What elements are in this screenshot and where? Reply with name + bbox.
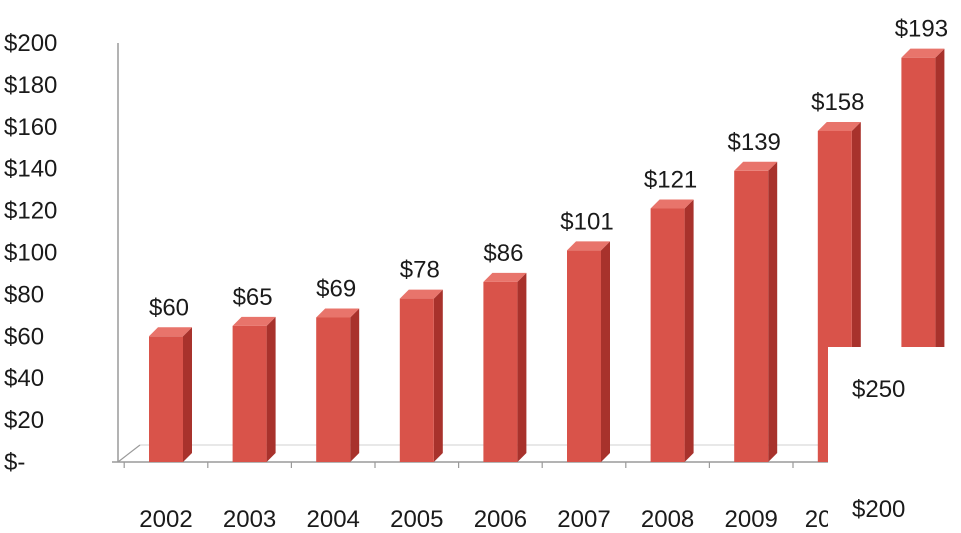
y-axis-tick-labels: $- $20 $40 $60 $80 $100 $120 $140 $160 $180 $200	[4, 30, 57, 476]
bar	[232, 316, 276, 462]
bar-data-label: $86	[483, 240, 523, 267]
x-tick-label: 20	[805, 506, 832, 533]
y-tick-label: $20	[4, 407, 44, 434]
bar-side-face	[601, 241, 610, 462]
data-labels: $60 $65 $69 $78 $86 $101 $121 $139 $158 $193	[149, 16, 948, 322]
y-tick-label: $160	[4, 114, 57, 141]
y-tick-label: $180	[4, 72, 57, 99]
bar-side-face	[684, 199, 694, 462]
bar-top-face	[399, 289, 443, 299]
bar-top-face	[650, 199, 694, 209]
bar-top-face	[232, 316, 276, 326]
bar	[483, 272, 527, 462]
x-tick-label: 2004	[307, 506, 360, 533]
floor-depth-edge	[117, 444, 141, 463]
bar	[567, 241, 610, 462]
y-tick-label: $200	[4, 30, 57, 57]
bar-data-label: $69	[316, 275, 356, 302]
overlay-label-bottom: $200	[852, 496, 906, 523]
bar-top-face	[316, 308, 360, 318]
overlay-label-top: $250	[852, 376, 906, 403]
bar-top-face	[149, 327, 192, 337]
bar-side-face	[350, 308, 360, 462]
bar-data-label: $139	[728, 129, 781, 156]
bar-front-face	[734, 170, 769, 463]
x-tick-label: 2002	[139, 506, 192, 533]
bar	[399, 289, 443, 462]
x-tick-label: 2003	[223, 506, 276, 533]
y-tick-label: $100	[4, 240, 57, 267]
bar-data-label: $60	[149, 294, 189, 321]
y-tick-label: $-	[4, 449, 25, 476]
bar-side-face	[266, 316, 276, 462]
bar-data-label: $158	[811, 89, 864, 116]
bar-front-face	[567, 250, 601, 462]
bar-data-label: $65	[233, 284, 273, 311]
y-tick-label: $60	[4, 323, 44, 350]
bar-side-face	[433, 289, 443, 462]
x-tick-label: 2008	[641, 506, 694, 533]
bar-front-face	[316, 317, 351, 462]
bar	[650, 199, 694, 462]
bar-front-face	[232, 325, 267, 462]
y-tick-label: $120	[4, 198, 57, 225]
bar-data-label: $193	[895, 16, 948, 43]
bar	[734, 161, 778, 463]
bar-data-label: $101	[560, 208, 613, 235]
bar	[316, 308, 360, 462]
x-axis-tick-labels: 2002 2003 2004 2005 2006 2007 2008 2009 20	[139, 506, 831, 533]
bar-front-face	[650, 208, 685, 462]
bar-side-face	[183, 327, 192, 462]
y-tick-label: $140	[4, 156, 57, 183]
bar-top-face	[817, 121, 861, 131]
bar-top-face	[483, 272, 527, 282]
bar-side-face	[517, 272, 527, 462]
bar-front-face	[149, 336, 183, 462]
bar-data-label: $121	[644, 167, 697, 194]
bar-top-face	[567, 241, 610, 251]
x-tick-label: 2007	[557, 506, 610, 533]
bar	[149, 327, 192, 462]
chart-axes	[112, 43, 830, 468]
y-tick-label: $80	[4, 281, 44, 308]
x-tick-label: 2009	[725, 506, 778, 533]
y-tick-label: $40	[4, 365, 44, 392]
bar-top-face	[901, 48, 945, 58]
bar-front-face	[399, 298, 434, 462]
bar-top-face	[734, 161, 778, 171]
bar-side-face	[768, 161, 778, 463]
x-tick-label: 2006	[474, 506, 527, 533]
x-tick-label: 2005	[390, 506, 443, 533]
bar-data-label: $78	[400, 257, 440, 284]
bar-front-face	[483, 281, 518, 462]
overlay-panel	[828, 347, 961, 533]
